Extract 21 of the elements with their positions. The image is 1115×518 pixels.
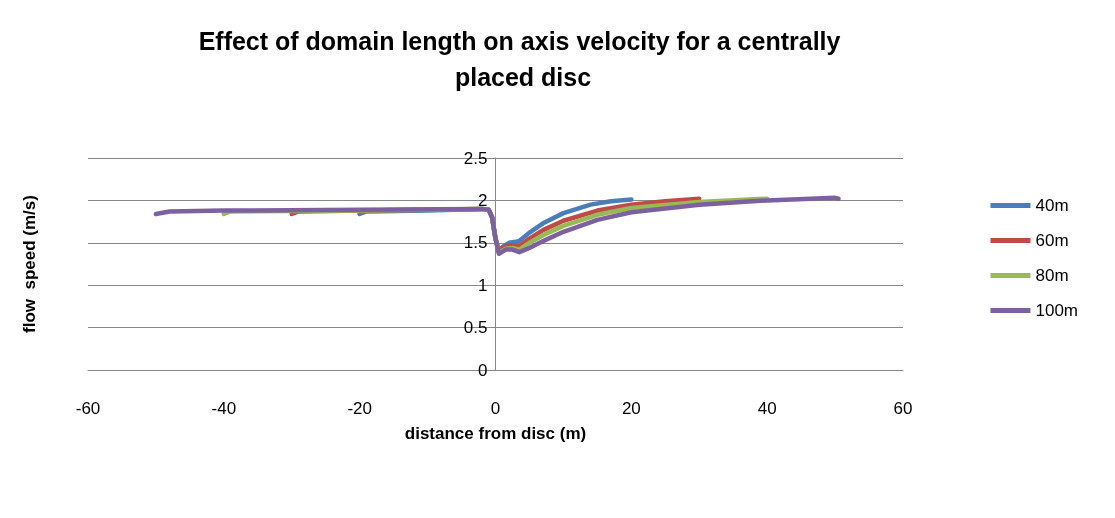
x-tick-label: -40 xyxy=(211,399,237,418)
line-series xyxy=(153,195,841,257)
y-tick-label: 2.5 xyxy=(463,148,488,168)
y-tick-label: 2 xyxy=(478,190,488,210)
x-axis-title: distance from disc (m) xyxy=(404,424,587,443)
legend-label: 80m xyxy=(1035,266,1069,285)
y-tick-label: 1 xyxy=(478,275,488,295)
legend-label: 40m xyxy=(1035,196,1069,215)
x-tick-label: 40 xyxy=(757,399,777,418)
y-axis-title: flow speed (m/s) xyxy=(20,195,39,333)
legend-label: 100m xyxy=(1035,301,1079,320)
chart-title: Effect of domain length on axis velocity for a centrally placed disc xyxy=(198,27,848,91)
x-tick-label: 0 xyxy=(490,399,501,418)
y-tick-label: 0 xyxy=(478,360,488,380)
x-tick-label: 60 xyxy=(893,399,913,418)
x-tick-label: -60 xyxy=(75,399,101,418)
legend-label: 60m xyxy=(1035,231,1069,250)
y-tick-label: 0.5 xyxy=(463,318,488,338)
y-tick-label: 1.5 xyxy=(463,233,488,253)
x-tick-label: -20 xyxy=(347,399,372,418)
x-tick-label: 20 xyxy=(621,399,641,418)
